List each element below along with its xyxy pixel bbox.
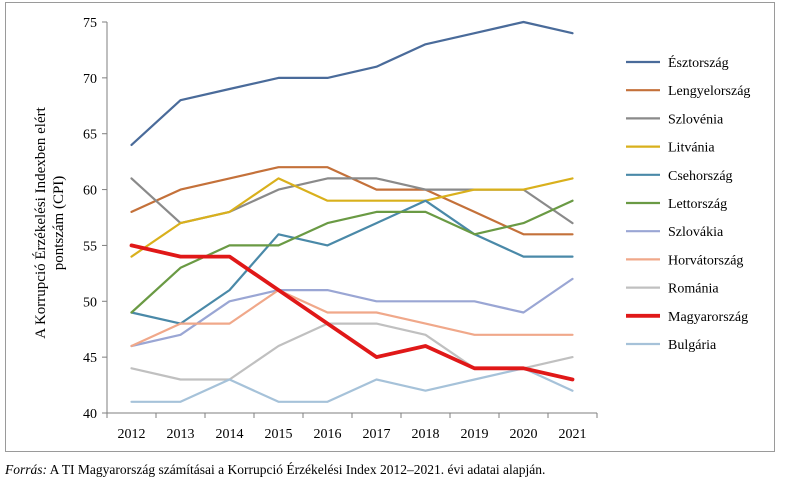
y-axis-title-line-2: pontszám (CPI) [51,176,67,271]
cpi-line-chart: A Korrupció Érzékelési Indexben elért po… [32,16,750,442]
y-tick-labels: 40 45 50 55 60 65 70 75 [83,16,97,422]
plot-series [129,20,575,403]
x-tick-label: 2013 [167,427,195,442]
legend-label: Magyarország [668,310,748,325]
legend-label: Románia [668,282,719,297]
chart-frame: A Korrupció Érzékelési Indexben elért po… [5,2,775,452]
y-tick-label: 40 [83,407,97,422]
legend-label: Lengyelország [668,84,750,99]
legend-label: Szlovénia [668,112,724,127]
x-tick-label: 2015 [265,427,293,442]
axes [102,21,598,418]
legend-label: Észtország [668,54,729,71]
y-tick-label: 45 [83,351,97,366]
series-line-11 [130,367,574,403]
series-line-10 [129,243,575,382]
legend: Észtország Lengyelország Szlovénia Litvánia… [626,54,750,353]
x-tick-label: 2018 [412,427,440,442]
y-tick-label: 70 [83,72,97,87]
y-axis-title: A Korrupció Érzékelési Indexben elért po… [32,106,67,338]
legend-label: Szlovákia [668,225,724,240]
x-tick-label: 2021 [559,427,587,442]
y-tick-label: 60 [83,184,97,199]
source-text: A TI Magyarország számításai a Korrupció… [47,462,546,477]
y-axis-title-line-1: A Korrupció Érzékelési Indexben elért [32,106,49,338]
x-tick-labels: 2012 2013 2014 2015 2016 2017 2018 2019 2020 2021 [118,427,587,442]
x-tick-label: 2012 [118,427,146,442]
legend-label: Bulgária [668,338,717,353]
legend-label: Lettország [668,197,727,212]
y-tick-label: 55 [83,239,97,254]
series-line-4 [130,177,574,258]
x-tick-label: 2020 [510,427,538,442]
y-tick-label: 65 [83,128,97,143]
series-line-7 [130,277,574,348]
series-line-5 [130,199,574,325]
series-line-1 [130,20,574,146]
x-tick-label: 2014 [216,427,244,442]
legend-label: Litvánia [668,141,715,156]
legend-label: Csehország [668,169,733,184]
source-note: Forrás: A TI Magyarország számításai a K… [5,462,780,478]
x-tick-label: 2019 [461,427,489,442]
x-tick-label: 2017 [363,427,391,442]
y-tick-label: 50 [83,295,97,310]
source-label: Forrás: [5,462,48,477]
y-tick-label: 75 [83,16,97,31]
legend-label: Horvátország [668,253,743,268]
x-tick-label: 2016 [314,427,342,442]
series-line-8 [130,289,574,348]
